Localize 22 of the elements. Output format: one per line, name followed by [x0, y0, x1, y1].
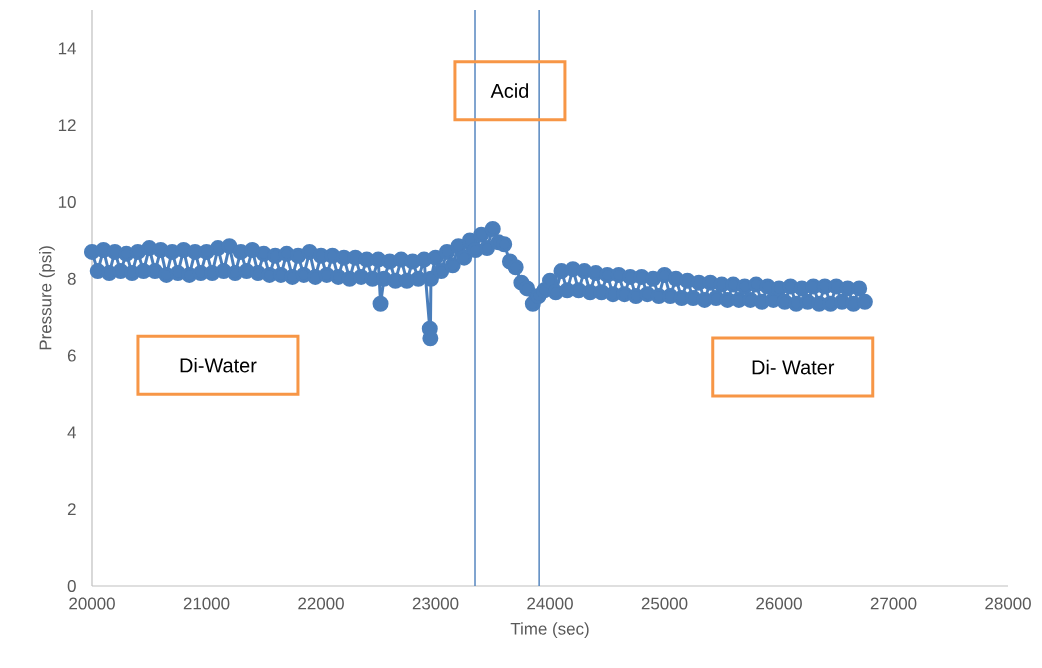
x-tick-label: 24000 [527, 597, 573, 610]
annotation: Acid [490, 83, 529, 98]
x-tick-label: 21000 [183, 597, 230, 610]
y-tick-label: 8 [67, 272, 76, 285]
y-tick-label: 0 [67, 580, 76, 592]
x-tick-label: 20000 [69, 597, 115, 610]
y-tick-label: 12 [58, 119, 76, 132]
y-tick-label: 4 [67, 426, 76, 439]
y-tick-label: 2 [67, 503, 76, 516]
x-tick-label: 27000 [870, 597, 917, 610]
y-tick-label: 10 [58, 196, 76, 208]
x-tick-label: 23000 [412, 597, 459, 610]
x-tick-label: 28000 [985, 597, 1031, 610]
y-tick-label: 6 [67, 349, 76, 362]
x-tick-label: 22000 [298, 597, 344, 610]
annotation: Di- Water [752, 359, 835, 375]
x-tick-label: 26000 [756, 597, 802, 610]
y-axis-title: Pressure (psi) [39, 246, 55, 350]
y-tick-label: 14 [58, 42, 76, 55]
annotation: Di-Water [180, 357, 257, 373]
x-tick-label: 25000 [641, 597, 688, 610]
x-axis-title: Time (sec) [510, 622, 589, 639]
